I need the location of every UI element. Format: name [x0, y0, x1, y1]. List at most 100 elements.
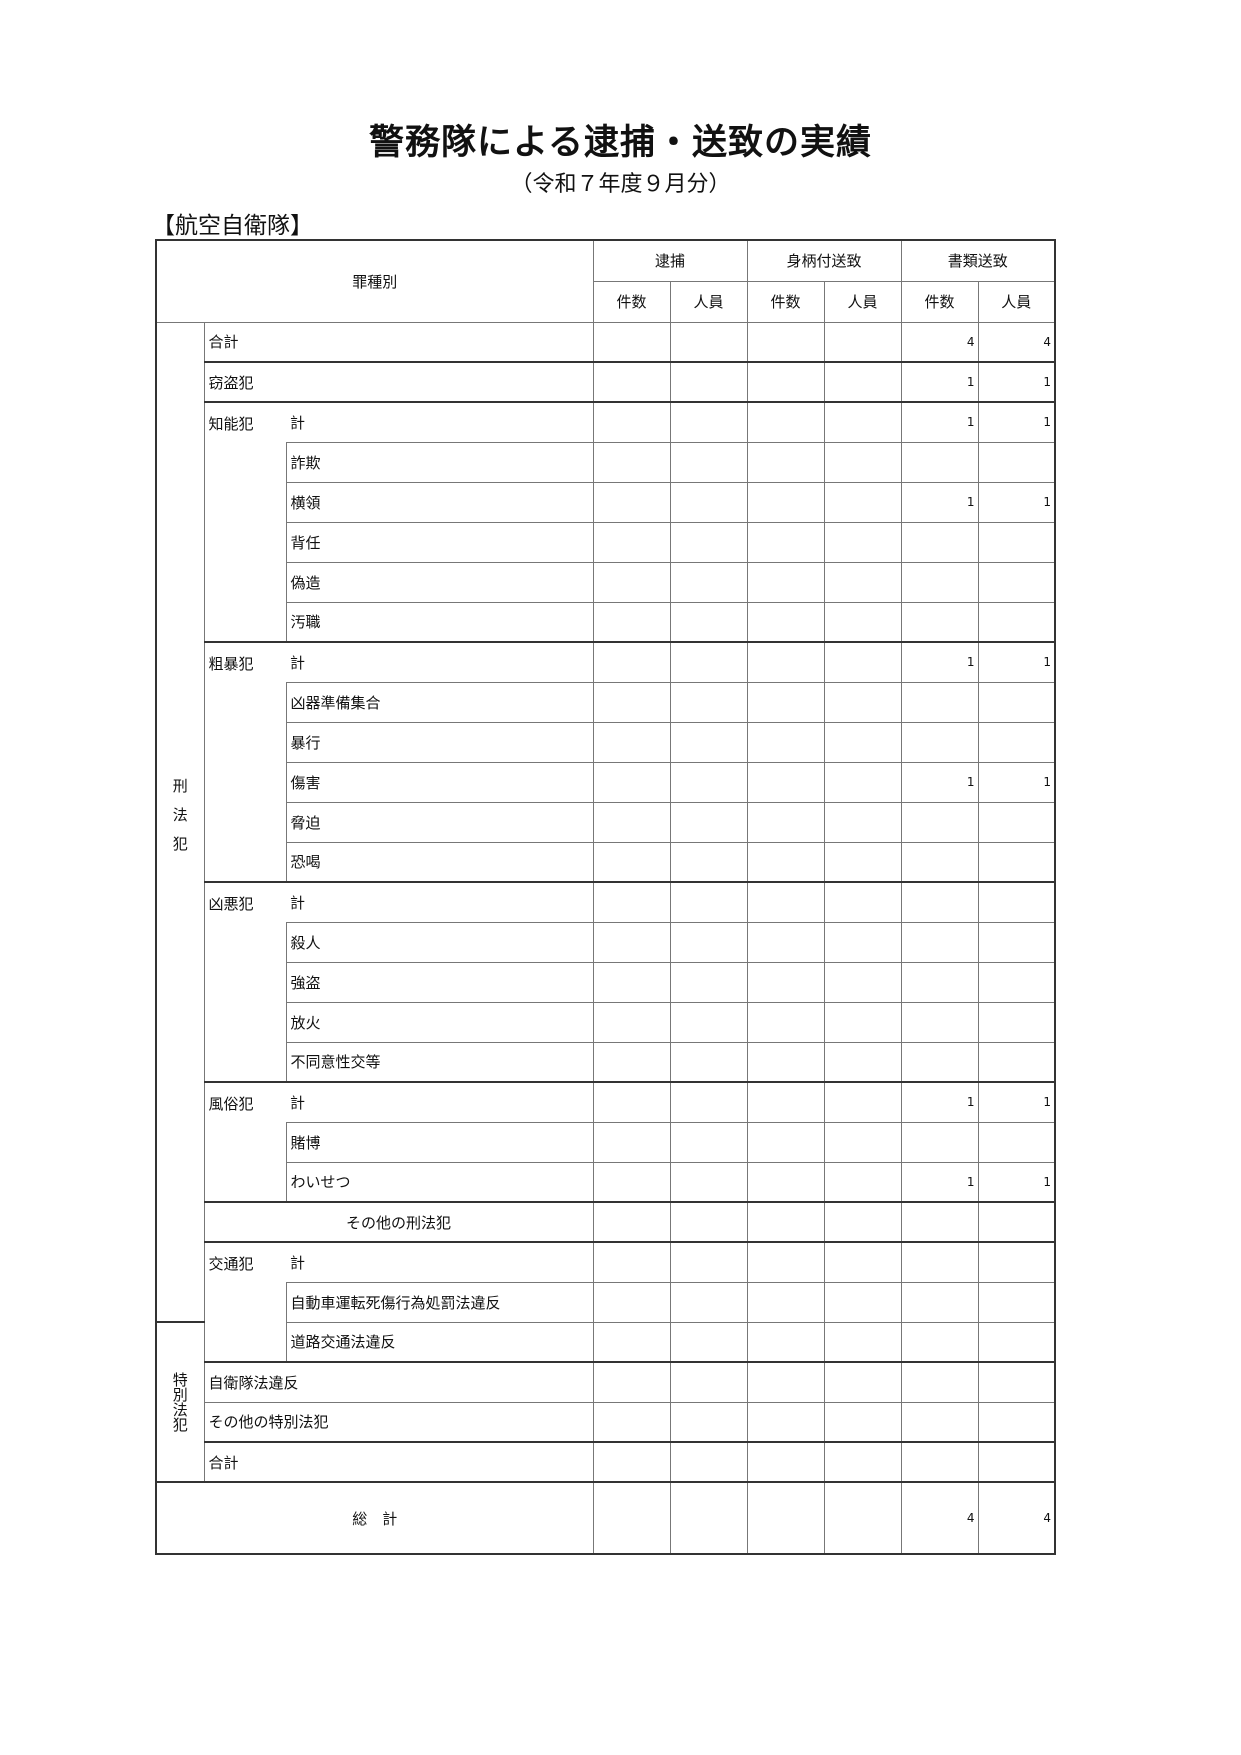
value-cell [669, 1401, 748, 1443]
value-cell [592, 1201, 671, 1243]
group-label: 凶悪犯 [203, 881, 286, 1083]
value-cell [592, 1121, 671, 1163]
row-label: 計 [286, 1081, 594, 1123]
row-label: その他の刑法犯 [203, 1201, 594, 1243]
value-cell [746, 1081, 825, 1123]
value-cell [746, 721, 825, 763]
value-cell [669, 1481, 748, 1555]
value-cell [592, 1161, 671, 1203]
table-row: 傷害 1 1 [156, 761, 1056, 803]
value-cell [823, 1281, 902, 1323]
value-cell [900, 1321, 979, 1363]
table-row: 横領 1 1 [156, 481, 1056, 523]
value-cell [900, 801, 979, 843]
value-cell [746, 1321, 825, 1363]
value-cell [592, 1441, 671, 1483]
value-cell [746, 1441, 825, 1483]
value-cell [669, 841, 748, 883]
row-label: その他の特別法犯 [203, 1401, 594, 1443]
value-cell [746, 441, 825, 483]
table-row: 不同意性交等 [156, 1041, 1056, 1083]
value-cell [669, 641, 748, 683]
value-cell [592, 401, 671, 443]
value-cell [900, 681, 979, 723]
value-cell [592, 721, 671, 763]
table-row: 交通犯計 [156, 1241, 1056, 1363]
value-cell [977, 1201, 1056, 1243]
value-cell [900, 721, 979, 763]
header-subcol: 件数 [900, 280, 979, 323]
section-label-tokubetsu: 特別法犯 [155, 1321, 205, 1483]
value-cell [977, 441, 1056, 483]
table-row: 特別法犯 道路交通法違反 [155, 1321, 1056, 1483]
page-title: 警務隊による逮捕・送致の実績 [369, 123, 872, 163]
header-subcol: 人員 [823, 280, 902, 323]
row-label: 放火 [285, 1001, 594, 1043]
table-row: 刑法犯 合計 4 4 [155, 321, 1056, 1322]
value-cell [592, 441, 671, 483]
value-cell: 1 [900, 401, 979, 443]
value-cell [977, 1281, 1056, 1323]
value-cell [746, 601, 825, 643]
row-label: 暴行 [285, 721, 594, 763]
row-label: 背任 [285, 521, 594, 563]
value-cell [669, 561, 748, 603]
value-cell [592, 1401, 671, 1443]
value-cell [900, 1201, 979, 1243]
value-cell [900, 881, 979, 923]
value-cell [669, 1441, 748, 1483]
value-cell: 1 [977, 401, 1056, 443]
value-cell [592, 1081, 671, 1123]
table-row: 自衛隊法違反 [156, 1361, 1056, 1403]
value-cell [977, 561, 1056, 603]
grand-total-label: 総 計 [155, 1481, 594, 1555]
value-cell [746, 1201, 825, 1243]
value-cell [592, 601, 671, 643]
row-label: 自動車運転死傷行為処罰法違反 [285, 1281, 594, 1323]
value-cell [669, 761, 748, 803]
value-cell [823, 1081, 902, 1123]
value-cell: 1 [900, 1081, 979, 1123]
value-cell [592, 1361, 671, 1403]
header-group: 身柄付送致 [746, 239, 902, 282]
value-cell [977, 1361, 1056, 1403]
row-label: 賭博 [285, 1121, 594, 1163]
value-cell [746, 961, 825, 1003]
value-cell [592, 881, 671, 923]
value-cell [823, 1481, 902, 1555]
row-label: 詐欺 [285, 441, 594, 483]
value-cell [746, 1121, 825, 1163]
value-cell [900, 1281, 979, 1323]
value-cell [900, 1441, 979, 1483]
value-cell [746, 1041, 825, 1083]
table-row: 汚職 [156, 601, 1056, 643]
value-cell [823, 841, 902, 883]
value-cell [746, 561, 825, 603]
value-cell [746, 361, 825, 403]
value-cell [823, 881, 902, 923]
value-cell [823, 321, 902, 363]
row-label: 強盗 [285, 961, 594, 1003]
header-category: 罪種別 [155, 239, 594, 323]
row-label: 不同意性交等 [285, 1041, 594, 1083]
value-cell [746, 401, 825, 443]
section-label-keiho: 刑法犯 [155, 321, 205, 1322]
value-cell [823, 1441, 902, 1483]
value-cell [592, 1041, 671, 1083]
table-row: 背任 [156, 521, 1056, 563]
table-row: 合計 [156, 1441, 1056, 1483]
value-cell [592, 1001, 671, 1043]
value-cell [823, 721, 902, 763]
row-label: 計 [286, 1241, 594, 1283]
value-cell [977, 1401, 1056, 1443]
value-cell [977, 841, 1056, 883]
table-row: 暴行 [156, 721, 1056, 763]
value-cell [977, 1321, 1056, 1363]
value-cell [746, 1361, 825, 1403]
value-cell [900, 1001, 979, 1043]
value-cell [900, 961, 979, 1003]
value-cell [592, 521, 671, 563]
group-label: 風俗犯 [203, 1081, 286, 1203]
row-label: 偽造 [285, 561, 594, 603]
